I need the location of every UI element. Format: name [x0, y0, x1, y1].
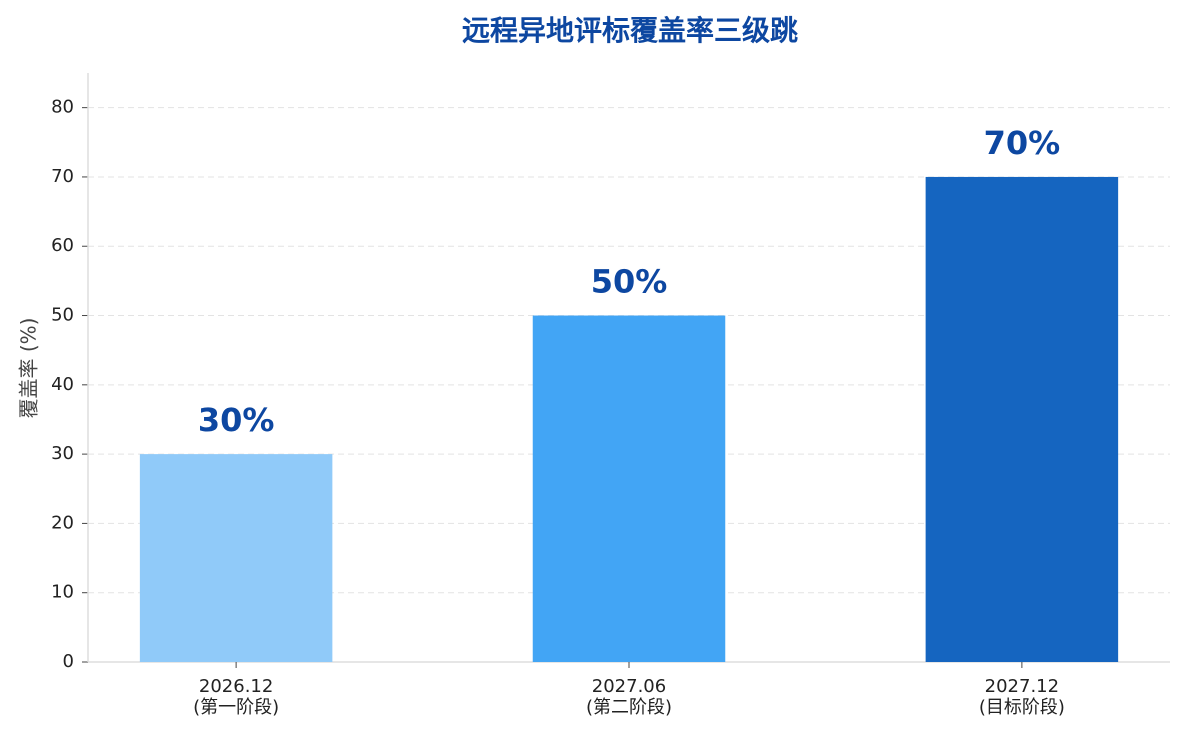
y-tick-label: 80: [51, 97, 74, 118]
chart-title: 远程异地评标覆盖率三级跳: [462, 14, 798, 47]
bar: [532, 315, 726, 662]
y-axis-label: 覆盖率 (%): [17, 318, 41, 419]
y-tick-label: 10: [51, 582, 74, 603]
value-label: 70%: [984, 124, 1061, 162]
y-tick-label: 50: [51, 305, 74, 326]
y-tick-label: 30: [51, 443, 74, 464]
y-tick-label: 20: [51, 512, 74, 533]
y-tick-label: 70: [51, 166, 74, 187]
y-tick-label: 0: [63, 651, 74, 672]
value-label: 50%: [591, 263, 668, 301]
x-tick-label: 2026.12 (第一阶段): [193, 676, 280, 718]
bar: [925, 176, 1119, 663]
y-tick-label: 40: [51, 374, 74, 395]
bar: [139, 454, 333, 662]
y-tick-label: 60: [51, 235, 74, 256]
x-tick-label: 2027.06 (第二阶段): [585, 676, 673, 718]
value-label: 30%: [198, 401, 275, 439]
x-tick-label: 2027.12 (目标阶段): [978, 676, 1065, 718]
